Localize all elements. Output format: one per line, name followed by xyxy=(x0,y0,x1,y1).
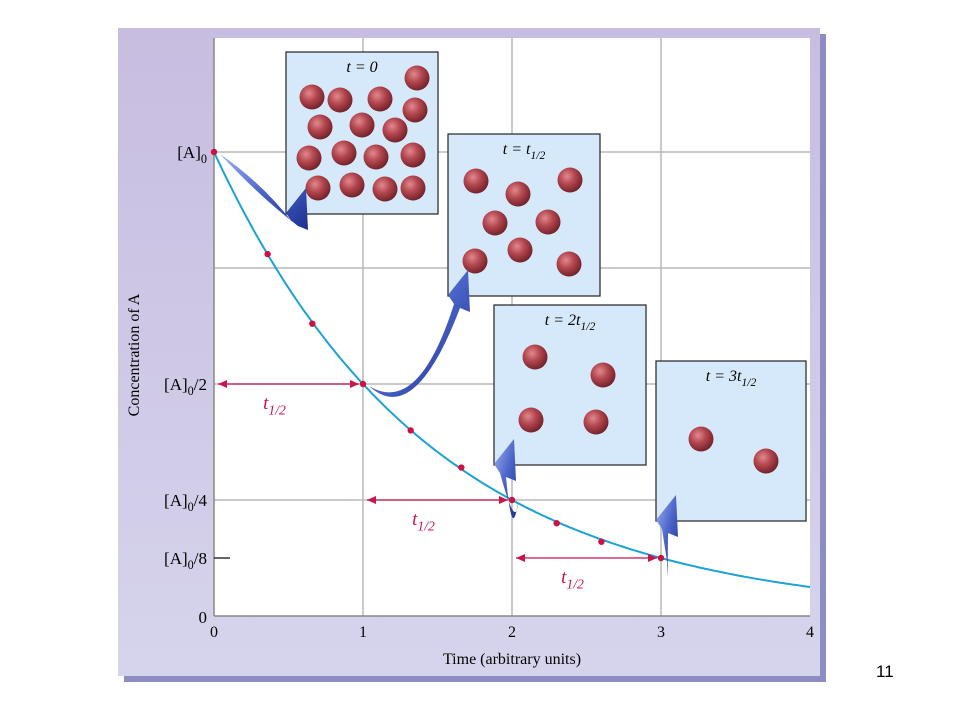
molecule xyxy=(507,237,533,263)
arrow-head-right xyxy=(648,554,657,562)
y-tick-label: [A]0 xyxy=(177,143,207,166)
inset-time-label: t = 0 xyxy=(346,59,377,76)
data-point xyxy=(407,427,414,434)
inset-box: t = 0 xyxy=(220,51,439,230)
inset-frame xyxy=(655,360,807,522)
molecule xyxy=(305,175,331,201)
molecule xyxy=(372,176,398,202)
inset-box: t = 3t1/2 xyxy=(655,360,807,576)
molecule xyxy=(349,112,375,138)
x-tick-label: 4 xyxy=(806,624,814,641)
data-point xyxy=(508,496,516,504)
molecule xyxy=(535,209,561,235)
data-point xyxy=(657,554,665,562)
y-tick-label: [A]0/4 xyxy=(164,491,207,514)
molecule xyxy=(482,210,508,236)
callout-arrow xyxy=(220,154,308,230)
y-axis-label: Concentration of A xyxy=(126,293,143,416)
inset-time-label: t = 2t1/2 xyxy=(545,312,596,333)
callout-arrow xyxy=(369,270,470,397)
x-tick-label: 0 xyxy=(210,624,218,641)
arrow-head-right xyxy=(350,380,359,388)
molecule xyxy=(463,168,489,194)
slide-page-number: 11 xyxy=(876,662,894,681)
molecule xyxy=(382,117,408,143)
inset-frame xyxy=(493,304,647,466)
molecule xyxy=(688,426,714,452)
arrow-head-right xyxy=(499,496,508,504)
data-point xyxy=(359,380,367,388)
molecule xyxy=(339,172,365,198)
x-tick-label: 1 xyxy=(359,624,367,641)
half-life-label: t1/2 xyxy=(412,509,435,534)
molecule xyxy=(462,248,488,274)
inset-box: t = 2t1/2 xyxy=(493,304,647,519)
tick-labels: 0 1 2 3 4 [A]0 [A]0/2 [A]0/4 [A]0/8 0 xyxy=(164,143,814,641)
arrow-head-left xyxy=(218,380,227,388)
x-axis-label: Time (arbitrary units) xyxy=(443,651,581,668)
molecule xyxy=(296,145,322,171)
molecule xyxy=(299,84,325,110)
molecule xyxy=(404,65,430,91)
molecule xyxy=(505,181,531,207)
data-point xyxy=(598,538,605,545)
callout-arrow xyxy=(494,439,518,519)
callout-arrow xyxy=(656,495,678,576)
molecule xyxy=(331,140,357,166)
x-tick-label: 3 xyxy=(657,624,665,641)
data-point xyxy=(458,464,465,471)
inset-time-label: t = 3t1/2 xyxy=(706,368,757,389)
molecule xyxy=(400,142,426,168)
molecule xyxy=(400,175,426,201)
arrow-head-left xyxy=(367,496,376,504)
molecule xyxy=(367,86,393,112)
y-tick-label: 0 xyxy=(199,608,208,627)
y-tick-label: [A]0/8 xyxy=(164,549,207,572)
inset-time-label: t = t1/2 xyxy=(503,141,546,162)
half-life-label: t1/2 xyxy=(263,393,286,418)
molecule xyxy=(307,114,333,140)
arrow-head-left xyxy=(516,554,525,562)
molecule xyxy=(522,344,548,370)
half-life-label: t1/2 xyxy=(561,567,584,592)
inset-box: t = t1/2 xyxy=(369,133,601,397)
data-point xyxy=(553,520,560,527)
data-point xyxy=(309,320,316,327)
molecule xyxy=(557,167,583,193)
molecule xyxy=(590,362,616,388)
y-tick-label: [A]0/2 xyxy=(164,375,207,398)
molecule xyxy=(753,448,779,474)
x-tick-label: 2 xyxy=(508,624,516,641)
molecule xyxy=(583,409,609,435)
data-point xyxy=(264,250,271,258)
axes xyxy=(213,38,810,617)
molecule xyxy=(402,97,428,123)
molecule xyxy=(327,87,353,113)
molecule xyxy=(556,251,582,277)
molecule-insets: t = 0 t = t1/2 t = 2t1/2 t = 3t1/2 xyxy=(220,51,807,576)
data-point xyxy=(210,148,218,156)
data-markers xyxy=(210,148,665,562)
half-life-arrows: t1/2 t1/2 t1/2 xyxy=(218,380,657,592)
molecule xyxy=(518,407,544,433)
molecule xyxy=(363,144,389,170)
